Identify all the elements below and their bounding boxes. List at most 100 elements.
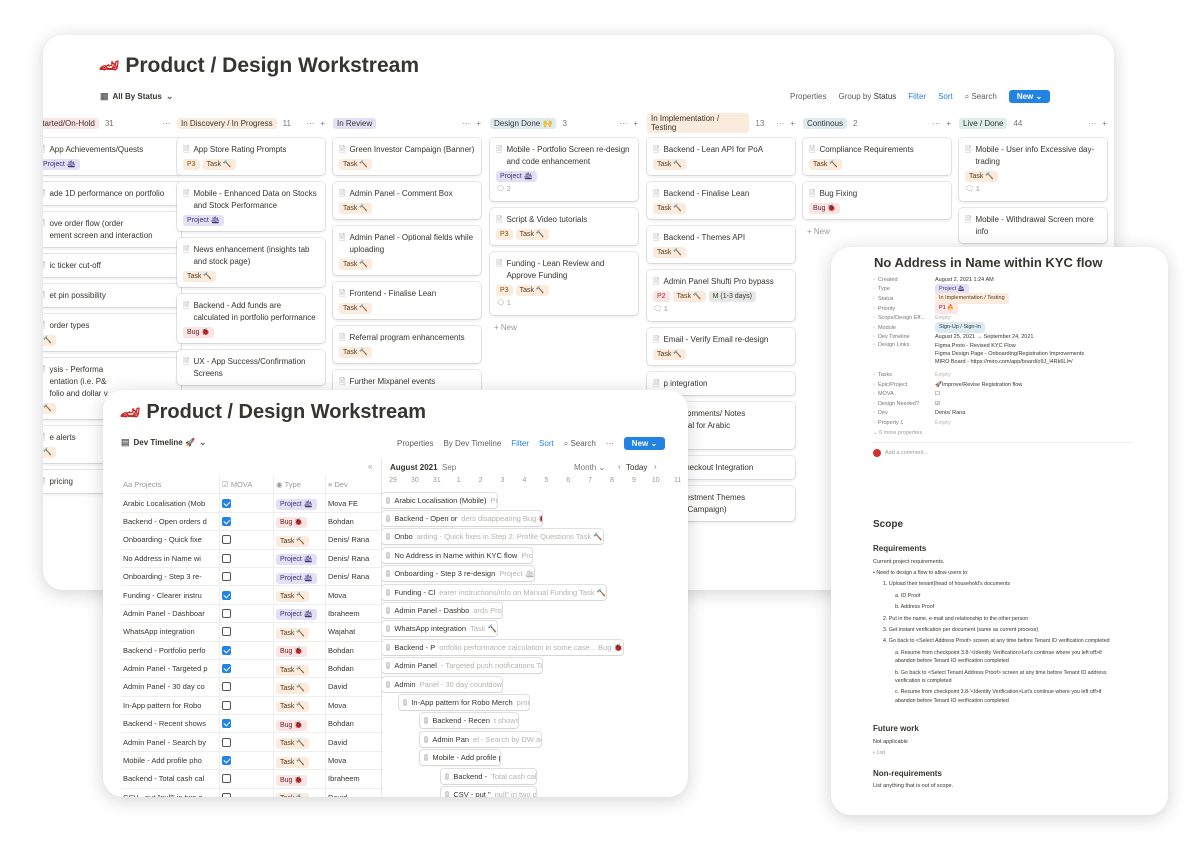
property-row[interactable]: ◦ Dev Denis/ Rana [873,409,1133,419]
table-row[interactable]: Backend - Portfolio perfo Bug 🐞 Bohdan [121,641,383,660]
project-name-cell[interactable]: Mobile - Add profile pho [121,752,219,769]
add-icon[interactable]: + [633,118,638,128]
table-row[interactable]: Arabic Localisation (Mob Project 🛳 Mova FE [121,494,383,513]
type-cell[interactable]: Project 🛳 [273,604,325,623]
projects-header[interactable]: Aa Projects [121,476,219,493]
mova-cell[interactable] [219,715,273,733]
type-cell[interactable]: Task 🔨 [273,531,325,549]
board-card[interactable]: 🗎 Referral program enhancements Task 🔨 [333,326,481,363]
board-card[interactable]: 🗎 Mobile - User info Excessive day-tradin… [959,138,1107,201]
project-name-cell[interactable]: WhatsApp integration [121,623,219,640]
property-row[interactable]: ◦ Design Links Figma Proto - Revised KYC F… [873,342,1133,370]
today-button[interactable]: Today [626,463,648,472]
mova-cell[interactable] [219,659,273,678]
mova-cell[interactable] [219,788,273,797]
board-card[interactable]: 🗎 Compliance Requirements Task 🔨 [803,138,951,175]
board-card[interactable]: 🗎 Backend - Finalise Lean Task 🔨 [647,182,795,219]
mova-cell[interactable] [219,586,273,604]
project-name-cell[interactable]: Admin Panel - Targeted p [121,660,219,677]
add-icon[interactable]: + [790,118,795,128]
dev-cell[interactable]: Ibraheem [325,604,381,623]
add-icon[interactable]: + [476,118,481,128]
add-new-button[interactable]: + New [494,323,517,332]
dev-cell[interactable]: Mova FE [325,494,381,512]
drag-handle-icon[interactable]: ‹ [424,754,429,762]
mova-cell[interactable] [219,641,273,659]
mova-checkbox[interactable] [222,756,231,766]
project-name-cell[interactable]: Arabic Localisation (Mob [121,494,219,511]
mova-cell[interactable] [219,567,273,586]
mova-checkbox[interactable] [222,664,231,674]
table-row[interactable]: Admin Panel - 30 day co Task 🔨 David [121,678,383,697]
mova-cell[interactable] [219,494,273,512]
property-value[interactable]: August 25, 2021 → September 24, 2021 [935,333,1133,341]
property-row[interactable]: ◦ Tasks Empty [873,370,1133,380]
board-card[interactable]: 🗎 Admin Panel Shufti Pro bypass P2 Task 🔨 M … [647,270,795,321]
more-icon[interactable]: ··· [619,118,628,128]
mova-checkbox[interactable] [222,645,231,655]
mova-checkbox[interactable] [222,572,231,582]
drag-handle-icon[interactable]: ‹ [445,790,450,797]
search-button[interactable]: ⌕ Search [564,439,596,449]
mova-checkbox[interactable] [222,682,231,692]
dev-cell[interactable]: Denis/ Rana [325,567,381,586]
column-status-tag[interactable]: Started/On-Hold [43,117,99,129]
dev-cell[interactable]: Denis/ Rana [325,531,381,549]
column-status-tag[interactable]: Design Done 🙌 [490,117,557,129]
table-row[interactable]: Admin Panel - Search by Task 🔨 David [121,733,383,752]
property-value[interactable]: P1 🔥 [935,303,1133,315]
project-name-cell[interactable]: Funding - Clearer instru [121,586,219,603]
table-row[interactable]: Mobile - Add profile pho Task 🔨 Mova [121,751,383,771]
property-value[interactable]: In Implementation / Testing [935,293,1133,305]
gantt-bar[interactable]: ‹ Onbo arding - Quick fixes in Step 2: Pro… [382,529,603,545]
dev-cell[interactable]: Bohdan [325,641,381,659]
type-cell[interactable]: Bug 🐞 [273,770,325,788]
properties-button[interactable]: Properties [397,439,434,448]
drag-handle-icon[interactable]: ‹ [403,698,408,706]
board-card[interactable]: 🗎 Mobile - Portfolio Screen re-design and… [490,138,638,201]
table-row[interactable]: Admin Panel - Targeted p Task 🔨 Bohdan [121,659,383,679]
drag-handle-icon[interactable]: ‹ [386,606,391,614]
board-card[interactable]: 🗎 Green Investor Campaign (Banner) Task 🔨 [333,138,481,175]
board-card[interactable]: 🗎 ade 1D performance on portfolio [43,182,181,205]
mova-checkbox[interactable] [222,535,231,545]
drag-handle-icon[interactable]: ‹ [386,625,391,633]
mova-cell[interactable] [219,604,273,623]
board-card[interactable]: 🗎 Frontend - Finalise Lean Task 🔨 [333,282,481,319]
dev-cell[interactable]: Bohdan [325,715,381,733]
dev-cell[interactable]: Ibraheem [325,770,381,788]
mova-checkbox[interactable] [222,498,231,508]
table-row[interactable]: Funding - Clearer instru Task 🔨 Mova [121,586,383,605]
type-cell[interactable]: Bug 🐞 [273,641,325,659]
board-card[interactable]: 🗎 App Achievements/Quests Project 🛳 [43,138,181,175]
board-card[interactable]: 🗎 Script & Video tutorials P3 Task 🔨 [490,208,638,245]
board-card[interactable]: 🗎 UX - App Success/Confirmation Screens [177,350,325,385]
dev-cell[interactable]: David [325,788,381,797]
board-card[interactable]: 🗎 Backend - Themes API Task 🔨 [647,226,795,263]
column-status-tag[interactable]: In Discovery / In Progress [177,117,277,129]
property-value[interactable]: Empty [935,419,1133,427]
type-cell[interactable]: Bug 🐞 [273,715,325,733]
project-name-cell[interactable]: Backend - Recent shows [121,715,219,732]
sort-button[interactable]: Sort [539,439,554,448]
type-cell[interactable]: Task 🔨 [273,696,325,715]
dev-cell[interactable]: Bohdan [325,659,381,678]
table-row[interactable]: CSV - put "null" in two g Task 🔨 David [121,788,383,797]
board-card[interactable]: 🗎 order types 🔨 [43,314,181,351]
property-value[interactable]: Sign-Up / Sign-In [935,322,1133,334]
dev-cell[interactable]: Bohdan [325,512,381,531]
by-timeline-button[interactable]: By Dev Timeline [443,439,502,448]
more-icon[interactable]: ··· [932,118,941,128]
type-cell[interactable]: Project 🛳 [273,494,325,512]
filter-button[interactable]: Filter [908,92,927,101]
mova-header[interactable]: ☑ MOVA [219,476,273,494]
type-cell[interactable]: Project 🛳 [273,567,325,586]
column-status-tag[interactable]: In Implementation / Testing [647,113,750,133]
dev-cell[interactable]: David [325,733,381,751]
mova-cell[interactable] [219,678,273,696]
property-row[interactable]: ◦ Module Sign-Up / Sign-In [873,322,1133,334]
type-cell[interactable]: Task 🔨 [273,623,325,641]
type-cell[interactable]: Task 🔨 [273,751,325,770]
dev-header[interactable]: ≡ Dev [325,476,381,494]
